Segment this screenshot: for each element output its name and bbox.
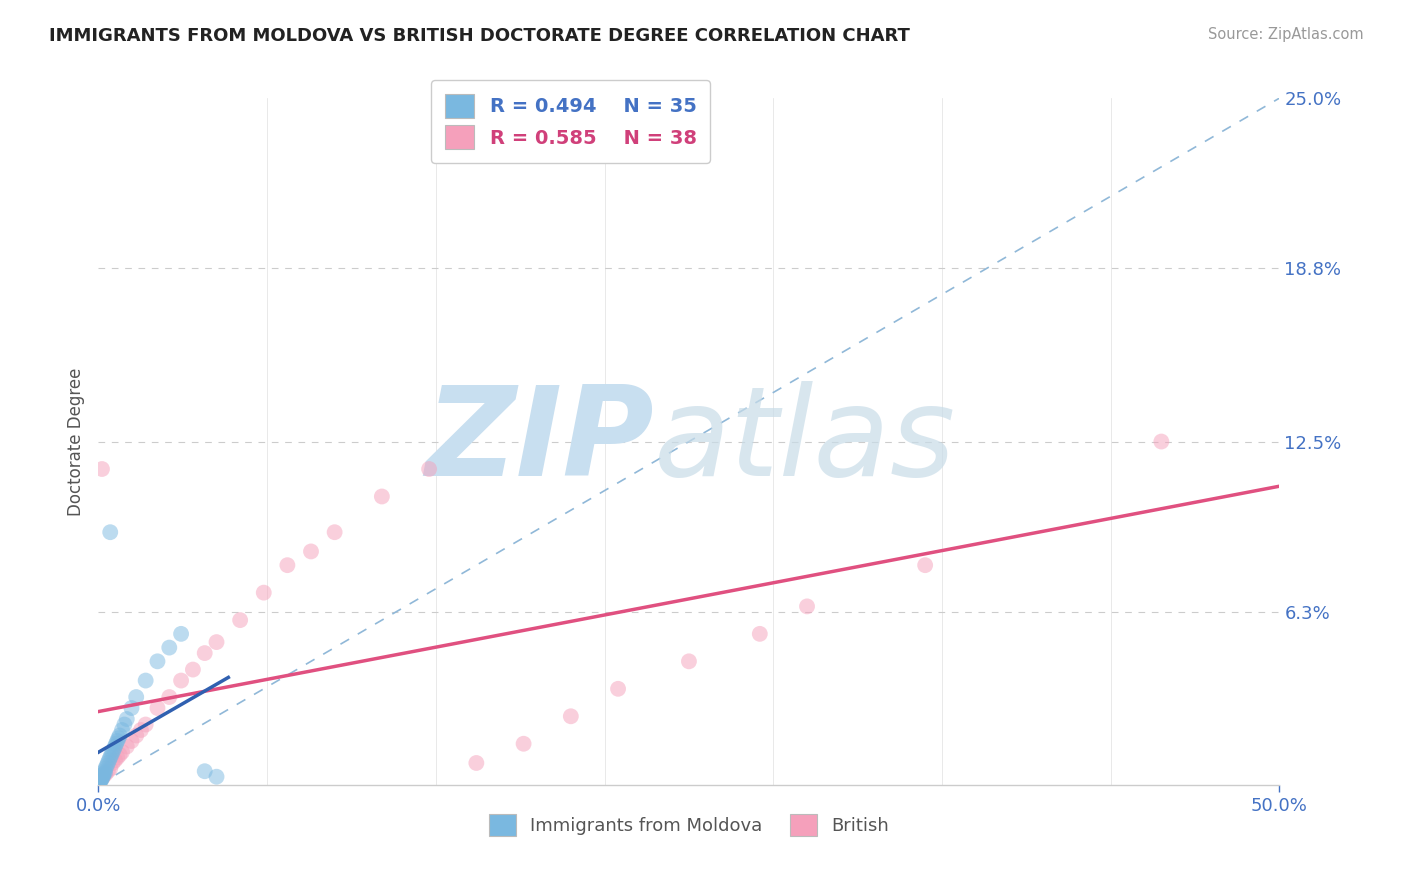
Point	[91, 770, 114, 784]
Point	[98, 750, 121, 764]
Point	[146, 654, 169, 668]
Point	[89, 775, 111, 789]
Point	[108, 747, 131, 762]
Point	[371, 490, 394, 504]
Point	[101, 756, 124, 770]
Point	[125, 690, 148, 704]
Point	[135, 673, 157, 688]
Point	[796, 599, 818, 614]
Point	[157, 690, 180, 704]
Point	[100, 747, 122, 762]
Point	[104, 739, 127, 754]
Point	[135, 717, 157, 731]
Point	[98, 762, 121, 776]
Point	[89, 773, 111, 788]
Point	[91, 771, 114, 785]
Point	[181, 663, 204, 677]
Point	[105, 737, 128, 751]
Point	[94, 767, 117, 781]
Y-axis label: Doctorate Degree: Doctorate Degree	[66, 368, 84, 516]
Point	[111, 723, 134, 737]
Point	[105, 734, 128, 748]
Point	[748, 627, 770, 641]
Point	[121, 734, 143, 748]
Point	[107, 731, 129, 746]
Point	[97, 756, 120, 770]
Point	[170, 673, 193, 688]
Point	[276, 558, 298, 573]
Point	[418, 462, 440, 476]
Point	[96, 758, 118, 772]
Point	[94, 762, 117, 776]
Point	[103, 742, 125, 756]
Point	[115, 712, 138, 726]
Point	[170, 627, 193, 641]
Point	[91, 768, 114, 782]
Text: atlas: atlas	[654, 381, 956, 502]
Point	[560, 709, 582, 723]
Point	[94, 765, 117, 780]
Point	[194, 646, 217, 660]
Point	[146, 701, 169, 715]
Point	[678, 654, 700, 668]
Point	[90, 772, 112, 787]
Point	[299, 544, 322, 558]
Point	[512, 737, 534, 751]
Point	[194, 764, 217, 779]
Point	[253, 585, 276, 599]
Point	[105, 750, 128, 764]
Point	[93, 764, 115, 779]
Point	[323, 525, 346, 540]
Text: ZIP: ZIP	[425, 381, 654, 502]
Point	[101, 745, 124, 759]
Point	[125, 729, 148, 743]
Point	[205, 635, 228, 649]
Point	[93, 767, 115, 781]
Point	[157, 640, 180, 655]
Point	[111, 745, 134, 759]
Point	[129, 723, 152, 737]
Point	[205, 770, 228, 784]
Point	[914, 558, 936, 573]
Point	[112, 717, 135, 731]
Point	[104, 753, 127, 767]
Legend: Immigrants from Moldova, British: Immigrants from Moldova, British	[479, 805, 898, 845]
Point	[465, 756, 488, 770]
Text: IMMIGRANTS FROM MOLDOVA VS BRITISH DOCTORATE DEGREE CORRELATION CHART: IMMIGRANTS FROM MOLDOVA VS BRITISH DOCTO…	[49, 27, 910, 45]
Point	[229, 613, 252, 627]
Point	[1150, 434, 1173, 449]
Point	[121, 701, 143, 715]
Point	[91, 462, 114, 476]
Point	[98, 753, 121, 767]
Text: Source: ZipAtlas.com: Source: ZipAtlas.com	[1208, 27, 1364, 42]
Point	[90, 772, 112, 787]
Point	[115, 739, 138, 754]
Point	[98, 525, 121, 540]
Point	[108, 729, 131, 743]
Point	[97, 764, 120, 779]
Point	[90, 772, 112, 787]
Point	[607, 681, 630, 696]
Point	[91, 770, 114, 784]
